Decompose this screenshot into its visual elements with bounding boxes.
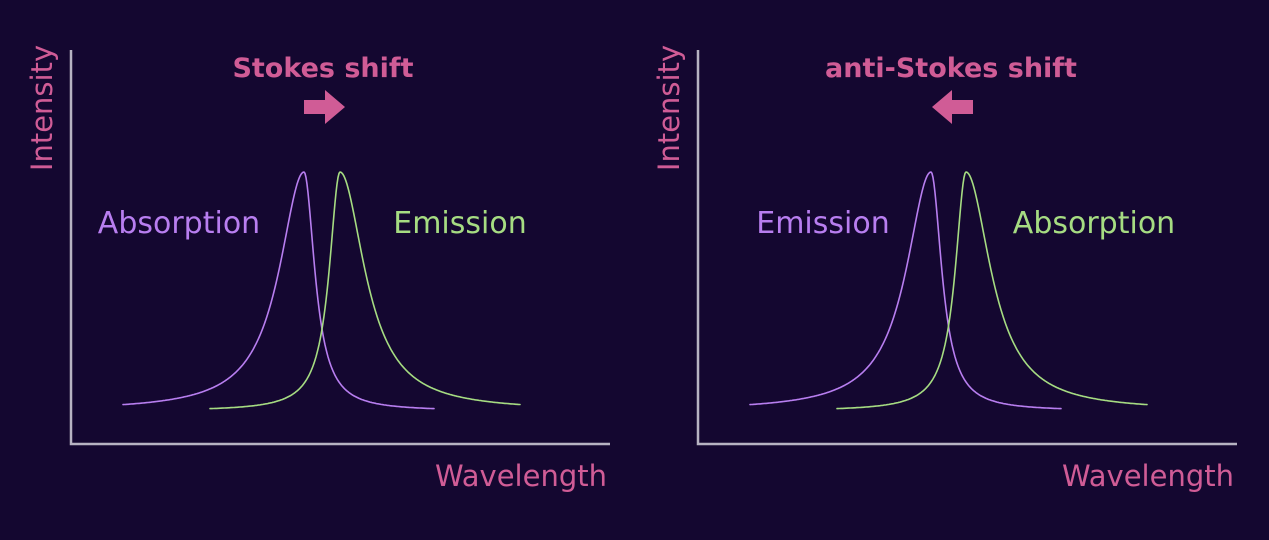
axes <box>696 50 1237 446</box>
arrow-left-icon <box>932 90 973 124</box>
absorption-label: Absorption <box>98 206 260 241</box>
shift-label: anti-Stokes shift <box>825 53 1077 84</box>
absorption-curve <box>836 171 1148 410</box>
shift-label: Stokes shift <box>232 53 413 84</box>
emission-curve <box>209 171 521 410</box>
axes <box>69 50 610 446</box>
emission-label: Emission <box>393 206 526 241</box>
absorption-label: Absorption <box>1013 206 1175 241</box>
x-axis-label: Wavelength <box>1062 459 1234 493</box>
stokes-shift-panel: Intensity Wavelength Stokes shift Absorp… <box>25 45 610 493</box>
emission-label: Emission <box>756 206 889 241</box>
y-axis-label: Intensity <box>652 45 686 171</box>
x-axis-label: Wavelength <box>435 459 607 493</box>
absorption-curve <box>122 171 435 410</box>
anti-stokes-shift-panel: Intensity Wavelength anti-Stokes shift E… <box>652 45 1237 493</box>
arrow-right-icon <box>304 90 345 124</box>
y-axis-label: Intensity <box>25 45 59 171</box>
emission-curve <box>749 171 1062 410</box>
